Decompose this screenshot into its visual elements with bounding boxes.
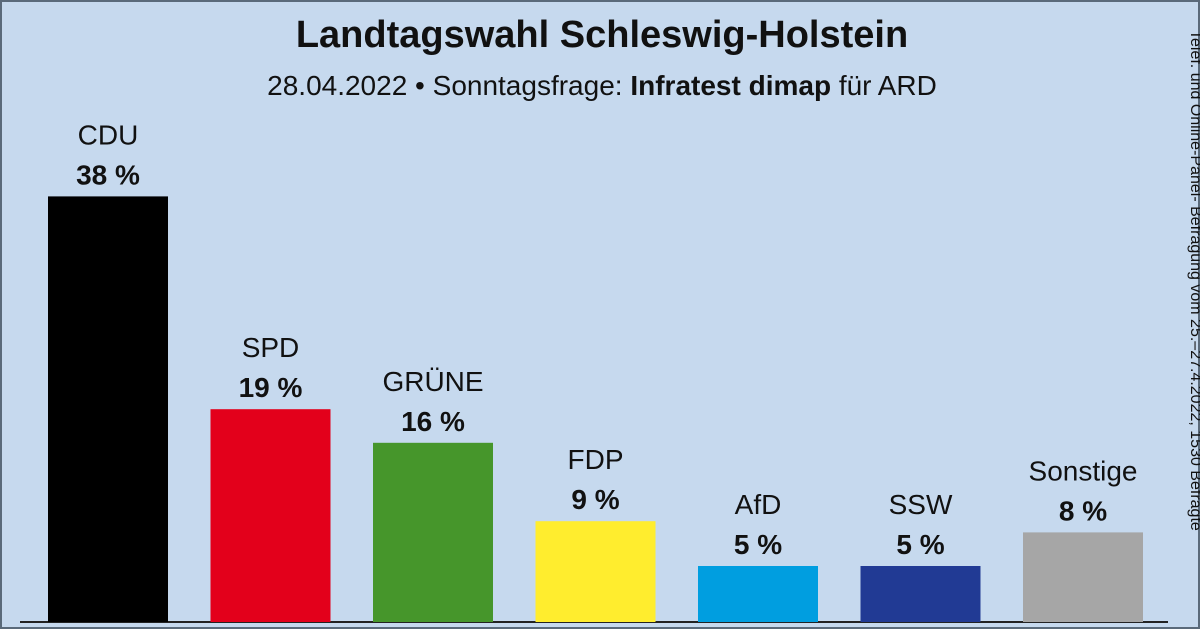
value-label: 5 % — [896, 529, 944, 560]
survey-note: Telef. und Online-Panel- Befragung vom 2… — [1187, 30, 1200, 531]
value-label: 19 % — [239, 372, 303, 403]
subtitle-institute: Infratest dimap — [630, 70, 832, 101]
value-label: 5 % — [734, 529, 782, 560]
subtitle-date: 28.04.2022 • Sonntagsfrage: — [267, 70, 623, 101]
chart-subtitle: 28.04.2022 • Sonntagsfrage: Infratest di… — [2, 70, 1198, 102]
category-label: GRÜNE — [382, 366, 483, 397]
category-label: CDU — [78, 119, 139, 150]
value-label: 9 % — [571, 484, 619, 515]
value-label: 16 % — [401, 406, 465, 437]
bar-sonstige — [1023, 532, 1143, 622]
bar-fdp — [535, 521, 656, 622]
bar-grüne — [373, 442, 493, 622]
bar-ssw — [860, 566, 981, 622]
category-label: Sonstige — [1029, 455, 1138, 486]
bar-spd — [210, 409, 331, 622]
category-label: FDP — [568, 444, 624, 475]
chart-title: Landtagswahl Schleswig-Holstein — [295, 14, 909, 56]
category-label: SPD — [242, 332, 300, 363]
category-label: AfD — [735, 489, 782, 520]
bar-cdu — [48, 196, 168, 622]
value-label: 8 % — [1059, 495, 1107, 526]
subtitle-client: für ARD — [838, 70, 937, 101]
value-label: 38 % — [76, 159, 140, 190]
category-label: SSW — [889, 489, 953, 520]
bar-afd — [698, 566, 818, 622]
